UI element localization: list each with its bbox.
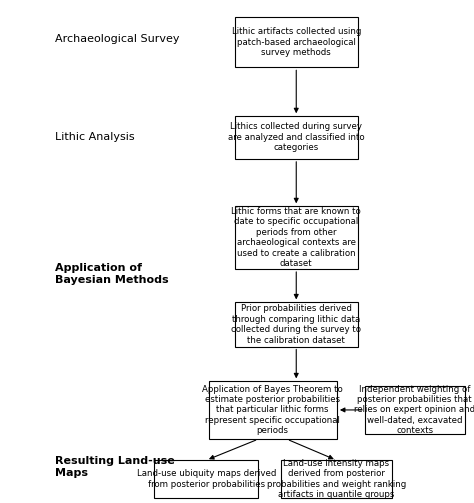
Text: Lithic Analysis: Lithic Analysis bbox=[55, 132, 134, 142]
FancyBboxPatch shape bbox=[235, 206, 358, 269]
FancyBboxPatch shape bbox=[235, 116, 358, 159]
Text: Application of
Bayesian Methods: Application of Bayesian Methods bbox=[55, 264, 168, 285]
Text: Land-use intensity maps
derived from posterior
probabilities and weight ranking
: Land-use intensity maps derived from pos… bbox=[267, 459, 406, 499]
Text: Lithic artifacts collected using
patch-based archaeological
survey methods: Lithic artifacts collected using patch-b… bbox=[232, 27, 361, 57]
FancyBboxPatch shape bbox=[154, 460, 258, 498]
FancyBboxPatch shape bbox=[209, 381, 337, 439]
Text: Lithic forms that are known to
date to specific occupational
periods from other
: Lithic forms that are known to date to s… bbox=[231, 207, 361, 268]
Text: Resulting Land-use
Maps: Resulting Land-use Maps bbox=[55, 456, 174, 477]
FancyBboxPatch shape bbox=[235, 17, 358, 67]
Text: Independent weighting of
posterior probabilities that
relies on expert opinion a: Independent weighting of posterior proba… bbox=[354, 385, 474, 435]
Text: Prior probabilities derived
through comparing lithic data
collected during the s: Prior probabilities derived through comp… bbox=[231, 304, 361, 345]
FancyBboxPatch shape bbox=[235, 302, 358, 347]
Text: Application of Bayes Theorem to
estimate posterior probabilities
that particular: Application of Bayes Theorem to estimate… bbox=[202, 385, 343, 435]
FancyBboxPatch shape bbox=[365, 386, 465, 434]
Text: Lithics collected during survey
are analyzed and classified into
categories: Lithics collected during survey are anal… bbox=[228, 122, 365, 152]
Text: Archaeological Survey: Archaeological Survey bbox=[55, 34, 179, 44]
Text: Land-use ubiquity maps derived
from posterior probabilities: Land-use ubiquity maps derived from post… bbox=[137, 469, 276, 488]
FancyBboxPatch shape bbox=[281, 460, 392, 498]
